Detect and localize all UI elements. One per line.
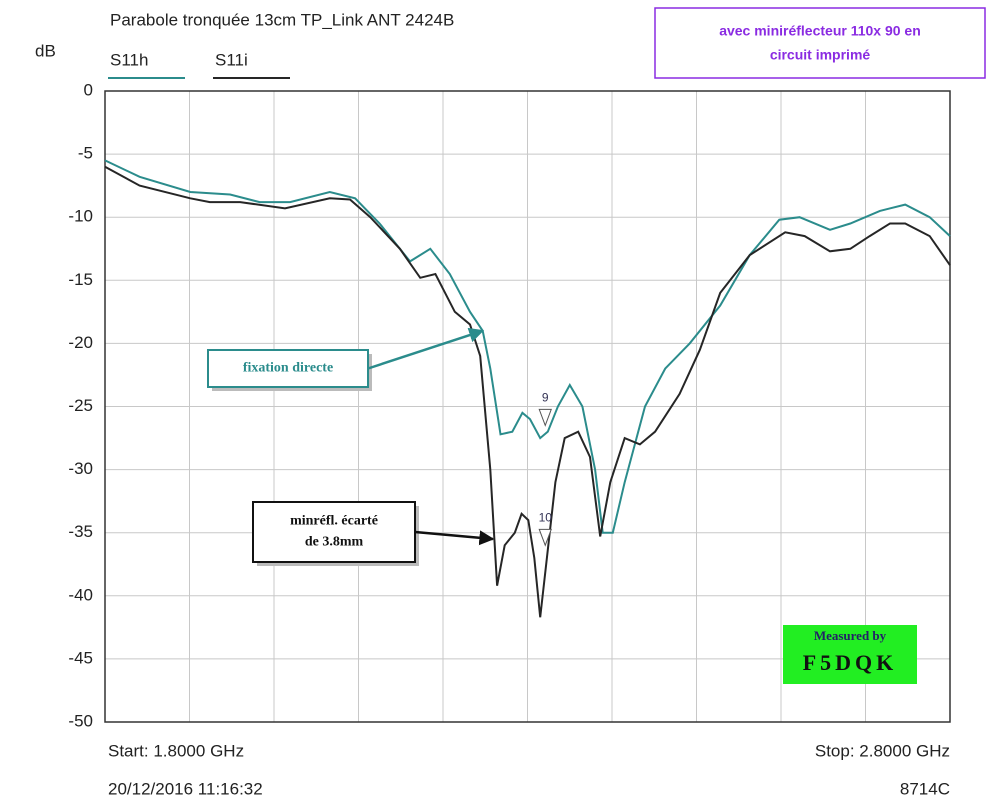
start-label: Start: 1.8000 GHz	[108, 741, 244, 760]
legend-label: S11i	[215, 50, 248, 69]
y-tick-label: -20	[68, 333, 93, 352]
stamp-box	[783, 625, 917, 684]
annotation-text: minréfl. écarté	[290, 514, 378, 529]
stamp-text: F5DQK	[803, 650, 898, 675]
y-tick-label: -25	[68, 396, 93, 415]
annotation-box	[252, 501, 416, 563]
y-tick-label: -35	[68, 522, 93, 541]
y-tick-label: -15	[68, 270, 93, 289]
datetime: 20/12/2016 11:16:32	[108, 779, 263, 798]
annotation-arrow	[367, 327, 485, 370]
y-axis-label: dB	[35, 41, 56, 60]
note-box	[654, 7, 986, 79]
annotation-box	[207, 349, 369, 388]
y-tick-label: -5	[78, 144, 93, 163]
marker-label: 9	[542, 391, 549, 405]
y-tick-label: -40	[68, 585, 93, 604]
y-tick-label: -10	[68, 207, 93, 226]
series-line	[104, 159, 951, 534]
series-line	[104, 165, 951, 618]
y-tick-label: -30	[68, 459, 93, 478]
stop-label: Stop: 2.8000 GHz	[815, 741, 950, 760]
marker-triangle	[538, 528, 552, 547]
model: 8714C	[900, 779, 950, 798]
annotation-text: de 3.8mm	[305, 535, 364, 550]
marker-triangle	[538, 408, 552, 427]
plot-frame	[104, 90, 951, 723]
y-tick-label: -50	[68, 711, 93, 730]
chart-title: Parabole tronquée 13cm TP_Link ANT 2424B	[110, 10, 454, 29]
annotation-text: fixation directe	[243, 361, 333, 376]
y-tick-label: -45	[68, 648, 93, 667]
stamp-text: Measured by	[814, 628, 887, 643]
note-text: circuit imprimé	[770, 47, 871, 63]
y-tick-label: 0	[84, 80, 93, 99]
legend-label: S11h	[110, 50, 148, 69]
note-text: avec miniréflecteur 110x 90 en	[719, 23, 921, 39]
annotation-arrow	[414, 530, 495, 546]
marker-label: 10	[539, 510, 553, 524]
